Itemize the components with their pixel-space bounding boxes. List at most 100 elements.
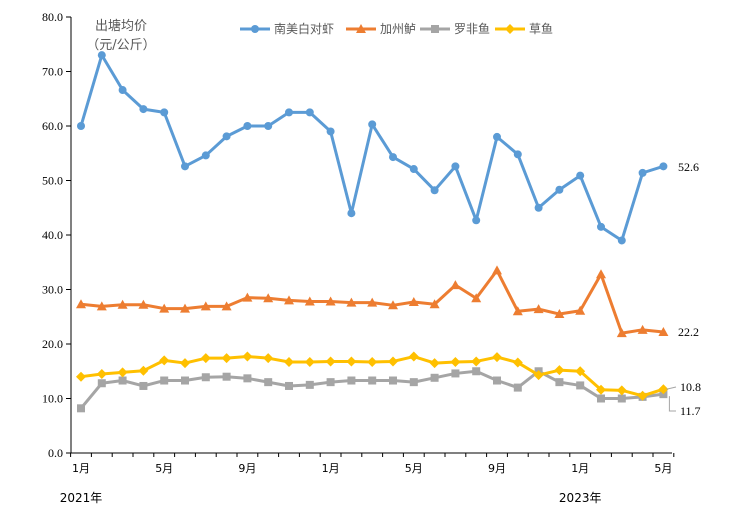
data-point [451,162,460,171]
data-point [305,380,314,389]
legend-item: 加州鲈 [346,22,416,36]
data-point [513,383,522,392]
data-point [138,365,149,376]
data-point [555,185,564,194]
data-point [97,379,106,388]
series-1 [76,265,669,338]
data-point [138,299,149,309]
end-data-label: 11.7 [680,404,701,418]
data-point [389,153,397,162]
data-point [284,356,294,367]
data-point [221,353,232,364]
data-point [408,297,419,307]
x-tick-label: 9月 [238,462,256,475]
data-point [346,356,357,367]
data-point [471,293,482,303]
series-layer: 52.6 22.2 10.8 11.7 [76,51,701,418]
data-point [533,304,544,314]
series-line [79,53,664,242]
data-point [367,356,378,367]
data-point [346,297,357,307]
data-point [616,328,627,338]
x-tick-label: 1月 [72,462,90,475]
y-axis-title-line1: 出塘均价 [95,18,147,34]
end-data-label: 52.6 [678,160,699,174]
data-point [159,303,170,313]
x-tick-label: 9月 [488,462,506,475]
data-point [472,367,481,376]
legend-label: 罗非鱼 [454,22,490,36]
data-point [243,122,252,130]
data-point [347,376,356,385]
data-point [284,295,294,305]
data-point [201,373,210,382]
data-point [616,385,627,396]
data-point [430,373,439,382]
data-point [493,132,501,141]
data-point [388,356,398,367]
data-point [368,120,377,129]
data-point [180,358,190,369]
data-point [118,376,127,385]
data-point [658,327,669,337]
data-point [471,356,482,367]
legend-marker [505,24,515,34]
data-point [222,372,231,381]
x-tick-label: 5月 [155,462,173,475]
legend-marker [356,24,366,33]
data-point [117,367,128,378]
legend-item: 罗非鱼 [420,22,490,36]
legend-label: 南美白对虾 [274,21,334,36]
data-point [200,353,211,364]
data-point [575,366,586,377]
data-point [637,390,648,401]
data-point [325,356,336,367]
x-tick-label: 5月 [405,462,423,475]
y-tick-label: 80.0 [42,10,63,24]
data-point [576,171,585,180]
data-point [596,384,606,395]
data-point [347,209,356,218]
data-point [512,306,523,316]
end-data-label: 10.8 [680,380,701,394]
data-point [326,378,335,387]
data-point [139,381,148,390]
data-point [201,151,210,160]
data-point [263,353,274,364]
data-point [96,368,107,379]
data-point [408,351,419,362]
data-point [554,309,565,319]
y-tick-label: 20.0 [42,337,63,351]
legend-label: 草鱼 [529,22,553,36]
legend-marker [431,25,439,33]
data-point [221,301,232,311]
data-point [222,132,231,141]
data-point [264,122,273,130]
data-point [554,365,565,376]
data-point [200,301,211,311]
data-point [76,371,86,382]
leader-line [666,386,677,390]
data-point [367,297,378,307]
data-point [513,150,522,159]
series-0 [77,51,668,245]
end-data-label: 22.2 [678,325,699,339]
data-point [659,162,668,171]
axes: 0.0 10.0 20.0 30.0 40.0 50.0 60.0 70.0 80.0 1月 5月 9… [42,10,675,505]
data-point [575,305,586,315]
data-point [243,374,252,383]
data-point [326,127,335,136]
data-point [533,370,544,381]
data-point [617,394,626,403]
y-tick-label: 50.0 [42,174,63,188]
data-point [617,236,626,245]
data-point [160,108,169,117]
year-label: 2021年 [60,491,103,505]
data-point [181,376,189,385]
data-point [305,108,314,117]
legend: 南美白对虾 加州鲈 罗非鱼 草鱼 [240,21,553,36]
data-point [409,165,418,174]
y-tick-label: 60.0 [42,119,63,133]
data-point [285,381,293,390]
